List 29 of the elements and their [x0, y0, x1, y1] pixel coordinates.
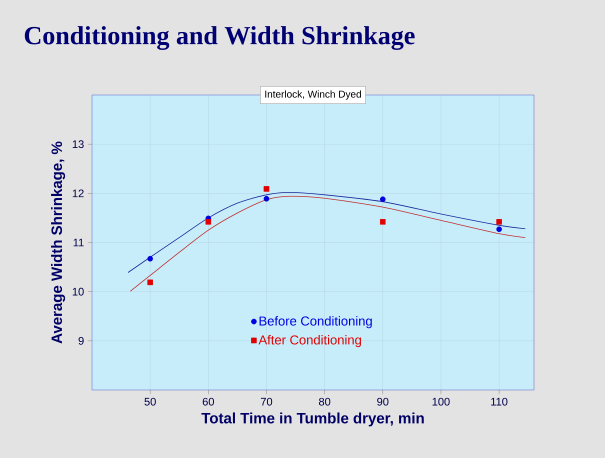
point: [264, 196, 270, 202]
chart-subtitle: Interlock, Winch Dyed: [265, 90, 361, 100]
y-tick-label: 13: [72, 140, 84, 148]
y-tick-label: 12: [72, 190, 84, 198]
point: [380, 196, 386, 202]
point: [496, 226, 502, 232]
x-tick-label: 100: [432, 398, 450, 406]
chart-title: Conditioning and Width Shrinkage: [24, 26, 415, 50]
x-tick-label: 80: [318, 398, 330, 406]
x-tick-label: 60: [202, 398, 214, 406]
x-tick-label: 110: [491, 398, 508, 406]
point: [206, 219, 212, 225]
point: [147, 280, 153, 286]
y-axis-title: Average Width Shrinkage, %: [51, 142, 66, 344]
y-tick-label: 11: [74, 238, 84, 246]
x-tick-label: 50: [144, 398, 156, 406]
y-tick-label: 9: [78, 336, 84, 345]
y-tick-label: 10: [72, 288, 84, 296]
line-series: [130, 196, 526, 292]
line-series: [128, 192, 526, 273]
x-tick-label: 90: [377, 398, 388, 406]
point: [380, 219, 386, 225]
point: [147, 256, 153, 262]
legend-label: After Conditioning: [258, 334, 361, 348]
x-axis-title: Total Time in Tumble dryer, min: [201, 412, 424, 426]
point: [264, 186, 270, 192]
x-tick-label: 70: [260, 398, 272, 406]
point: [496, 219, 502, 225]
legend-label: Before Conditioning: [260, 316, 372, 328]
